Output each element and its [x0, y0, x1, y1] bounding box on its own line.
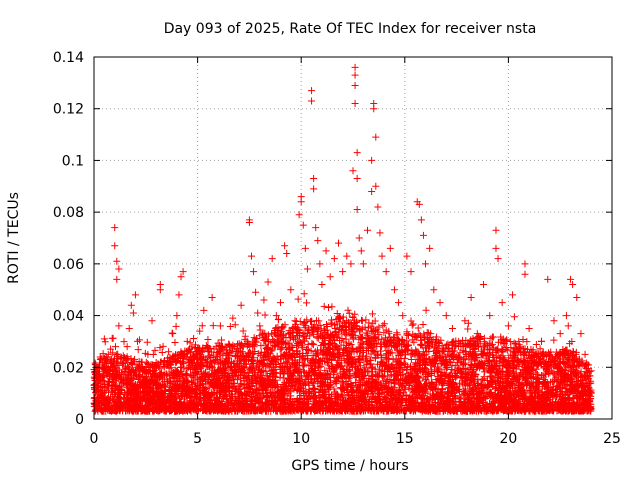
roti-band-point	[380, 320, 388, 328]
roti-band-point	[190, 335, 198, 343]
roti-band-point	[112, 351, 120, 359]
roti-band-point	[186, 339, 194, 347]
roti-band-point	[204, 336, 212, 344]
roti-band-point	[564, 322, 572, 330]
roti-band-point	[419, 321, 427, 329]
roti-band-point	[325, 304, 333, 312]
roti-band-point	[231, 321, 239, 329]
roti-band-point	[382, 334, 390, 342]
roti-band-point	[151, 346, 159, 354]
roti-band-point	[209, 322, 217, 330]
roti-band-point	[414, 324, 422, 332]
roti-band-point	[300, 290, 308, 298]
roti-band-point	[368, 310, 376, 318]
roti-band-point	[222, 350, 230, 358]
roti-band-point	[488, 340, 496, 348]
roti-band-point	[168, 329, 176, 337]
data-points	[90, 63, 595, 415]
roti-band-point	[408, 321, 416, 329]
roti-band-point	[328, 303, 336, 311]
roti-band-point	[257, 342, 265, 350]
chart-title: Day 093 of 2025, Rate Of TEC Index for r…	[164, 21, 537, 37]
roti-band-point	[274, 316, 282, 324]
roti-band-point	[308, 339, 316, 347]
roti-band-point	[391, 380, 399, 388]
roti-band-point	[550, 336, 558, 344]
roti-band-point	[158, 349, 166, 357]
roti-band-point	[362, 316, 370, 324]
roti-band-point	[510, 313, 518, 321]
roti-band-point	[532, 341, 540, 349]
roti-band-point	[123, 362, 131, 370]
roti-band-point	[478, 376, 486, 384]
grid-lines	[94, 57, 612, 419]
roti-band-point	[344, 306, 352, 314]
roti-band-point	[261, 311, 269, 319]
roti-band-point	[303, 299, 311, 307]
roti-band-point	[320, 302, 328, 310]
roti-band-point	[134, 346, 142, 354]
roti-band-point	[408, 336, 416, 344]
roti-band-point	[358, 334, 366, 342]
roti-band-point	[120, 338, 128, 346]
roti-band-point	[156, 344, 164, 352]
roti-band-point	[464, 325, 472, 333]
roti-band-point	[375, 323, 383, 331]
roti-band-point	[379, 322, 387, 330]
roti-band-point	[519, 335, 527, 343]
roti-band-point	[303, 345, 311, 353]
roti-band-point	[577, 368, 585, 376]
